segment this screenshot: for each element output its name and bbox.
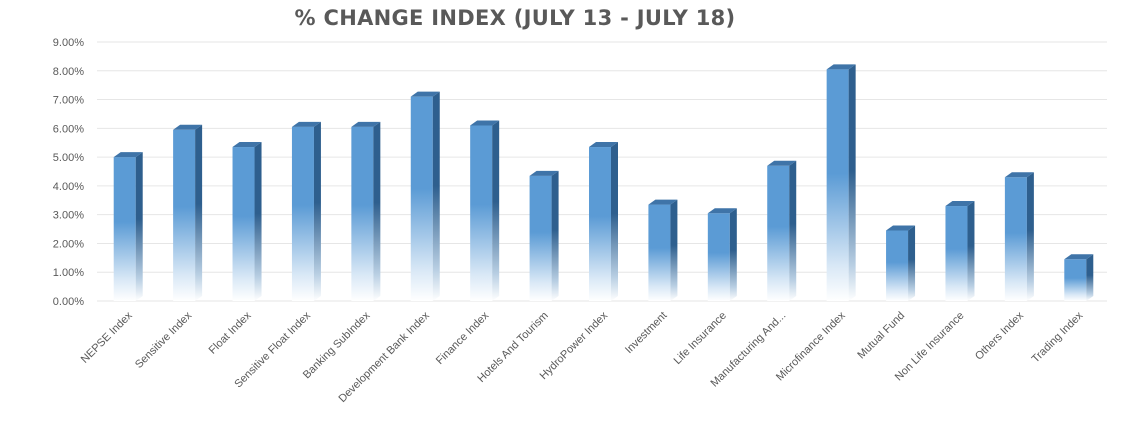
bar-front (291, 126, 314, 302)
bar (767, 160, 797, 301)
bar (351, 121, 381, 302)
bar-top (113, 152, 143, 158)
y-axis-tick-labels: 0.00% 1.00% 2.00% 3.00% 4.00% 5.00% 6.00% 7.00%… (53, 37, 84, 308)
bar (470, 120, 500, 301)
y-tick-label: 1.00% (53, 267, 84, 279)
x-category-label: Sensitive Index (133, 309, 195, 371)
bar-side (1086, 254, 1094, 301)
bar (945, 201, 975, 301)
bar-top (1064, 254, 1094, 260)
bar (648, 199, 678, 301)
bar (707, 208, 737, 301)
bar-front (945, 206, 968, 301)
x-category-label: Finance Index (434, 309, 492, 367)
bar-side (432, 91, 440, 301)
bar (410, 91, 440, 301)
x-category-label: Float Index (207, 309, 254, 356)
bar-side (670, 199, 678, 301)
bar-top (707, 208, 737, 214)
bar-front (470, 125, 493, 301)
bar-front (529, 175, 552, 301)
bar-top (529, 170, 559, 176)
bar (1064, 254, 1094, 301)
y-tick-label: 4.00% (53, 181, 84, 193)
bar-side (611, 142, 618, 301)
y-tick-label: 9.00% (53, 37, 84, 49)
bar-side (729, 208, 737, 301)
bar-front (826, 69, 849, 301)
bar-front (589, 147, 611, 301)
bar-top (589, 142, 618, 148)
x-category-label: Investment (623, 310, 670, 357)
bar-front (886, 230, 909, 301)
bar-front (351, 126, 374, 302)
bar-front (1004, 177, 1027, 301)
bar-top (351, 121, 381, 127)
x-category-label: Life Insurance (672, 310, 729, 367)
y-tick-label: 0.00% (53, 296, 84, 308)
bar (113, 152, 143, 301)
bar-top (232, 142, 262, 148)
bar-front (707, 213, 730, 301)
bar-side (967, 201, 975, 301)
bar-side (908, 225, 916, 301)
bar (173, 124, 203, 302)
bar-side (848, 64, 856, 301)
bar-side (551, 170, 559, 301)
bar-top (945, 201, 975, 207)
x-category-label: Others Index (973, 309, 1026, 362)
bar-top (291, 121, 321, 127)
bar-front (113, 157, 136, 301)
bar-top (826, 64, 856, 70)
x-category-label: Mutual Fund (855, 310, 907, 362)
bar-top (886, 225, 916, 231)
y-tick-label: 6.00% (53, 123, 84, 135)
bar (291, 121, 321, 302)
bar-side (254, 142, 262, 301)
y-tick-label: 8.00% (53, 66, 84, 78)
bar-side (135, 152, 143, 301)
bar-top (1004, 172, 1034, 178)
bar-front (767, 165, 790, 301)
bar (232, 142, 262, 301)
bar-front (173, 129, 196, 301)
bar-top (470, 120, 500, 126)
y-tick-label: 7.00% (53, 95, 84, 107)
bar-side (373, 121, 381, 302)
bar-top (173, 124, 203, 130)
bar-top (648, 199, 678, 205)
y-tick-label: 2.00% (53, 238, 84, 250)
bar (886, 225, 916, 301)
bar-side (195, 124, 203, 302)
bar (1004, 172, 1034, 301)
bar-top (767, 160, 797, 166)
x-category-label: Trading Index (1030, 309, 1086, 365)
bar-front (648, 204, 671, 301)
bar (826, 64, 856, 301)
bars (113, 64, 1094, 302)
bar-top (410, 91, 440, 97)
chart-title: % CHANGE INDEX (JULY 13 - JULY 18) (294, 6, 736, 30)
bar-front (410, 96, 433, 301)
bar-side (313, 121, 321, 302)
bar-front (232, 147, 255, 301)
bar-side (1026, 172, 1034, 301)
x-category-label: NEPSE Index (79, 309, 135, 365)
bar (589, 142, 618, 301)
bar-side (789, 160, 797, 301)
y-tick-label: 3.00% (53, 210, 84, 222)
bar-side (492, 120, 500, 301)
y-tick-label: 5.00% (53, 152, 84, 164)
bar-front (1064, 259, 1087, 301)
bar (529, 170, 559, 301)
